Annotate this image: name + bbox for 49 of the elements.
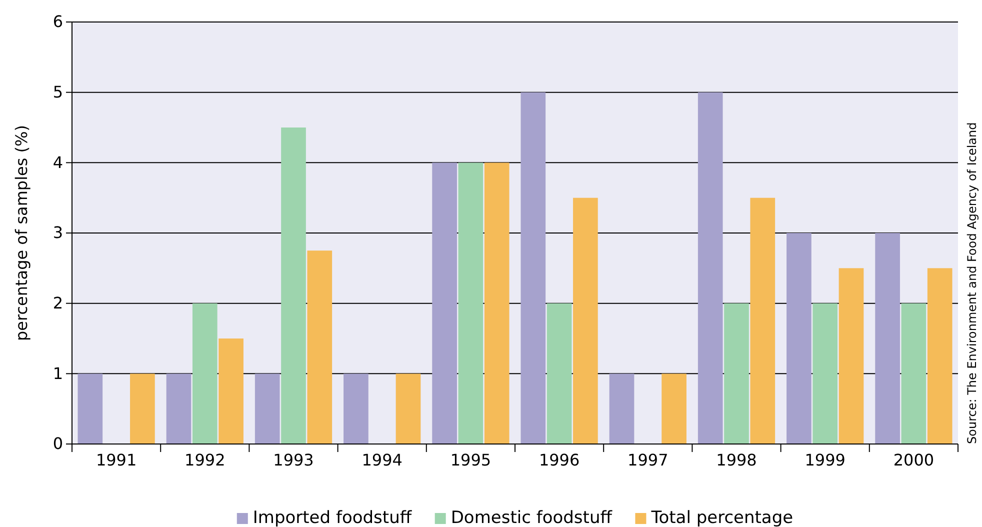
x-tick-label: 1994 bbox=[362, 450, 402, 470]
x-tick-label: 1999 bbox=[804, 450, 846, 470]
source-note: Source: The Environment and Food Agency of Iceland bbox=[965, 122, 979, 444]
bar bbox=[698, 92, 723, 444]
y-tick-label: 4 bbox=[52, 152, 63, 172]
bar bbox=[458, 162, 484, 444]
x-tick-label: 1991 bbox=[96, 450, 137, 470]
x-tick-label: 1995 bbox=[450, 450, 492, 470]
y-axis-title: percentage of samples (%) bbox=[12, 125, 31, 341]
y-tick-label: 2 bbox=[52, 293, 63, 312]
bar bbox=[484, 162, 510, 444]
bar bbox=[344, 374, 368, 444]
bar bbox=[724, 303, 749, 444]
legend-label: Total percentage bbox=[650, 508, 794, 527]
bar bbox=[166, 374, 192, 444]
legend-label: Imported foodstuff bbox=[252, 508, 413, 527]
x-tick-label: 1998 bbox=[716, 450, 757, 470]
bar bbox=[662, 374, 686, 444]
bar bbox=[786, 233, 812, 444]
bar bbox=[546, 303, 572, 444]
y-tick-label: 5 bbox=[52, 82, 63, 102]
bar bbox=[432, 162, 457, 444]
bar bbox=[130, 374, 155, 444]
bar bbox=[396, 374, 421, 444]
x-tick-label: 2000 bbox=[893, 450, 934, 470]
bar bbox=[520, 92, 546, 444]
y-tick-label: 0 bbox=[52, 434, 63, 454]
x-tick-label: 1997 bbox=[628, 450, 668, 470]
bar bbox=[573, 198, 598, 444]
bar bbox=[218, 338, 244, 444]
bar bbox=[78, 374, 103, 444]
bar bbox=[838, 268, 864, 444]
x-tick-label: 1993 bbox=[273, 450, 314, 470]
bar bbox=[750, 198, 776, 444]
y-tick-label: 3 bbox=[52, 223, 63, 242]
bar bbox=[609, 374, 634, 444]
x-tick-label: 1996 bbox=[538, 450, 580, 470]
y-tick-label: 1 bbox=[52, 364, 63, 383]
y-tick-label: 6 bbox=[52, 12, 63, 32]
bar bbox=[254, 374, 280, 444]
bar bbox=[927, 268, 952, 444]
bar bbox=[901, 303, 926, 444]
bar bbox=[192, 303, 218, 444]
bar bbox=[307, 250, 332, 444]
bar bbox=[281, 128, 306, 444]
legend-label: Domestic foodstuff bbox=[450, 508, 614, 527]
x-tick-label: 1992 bbox=[184, 450, 226, 470]
bar bbox=[875, 233, 900, 444]
bar bbox=[812, 303, 838, 444]
